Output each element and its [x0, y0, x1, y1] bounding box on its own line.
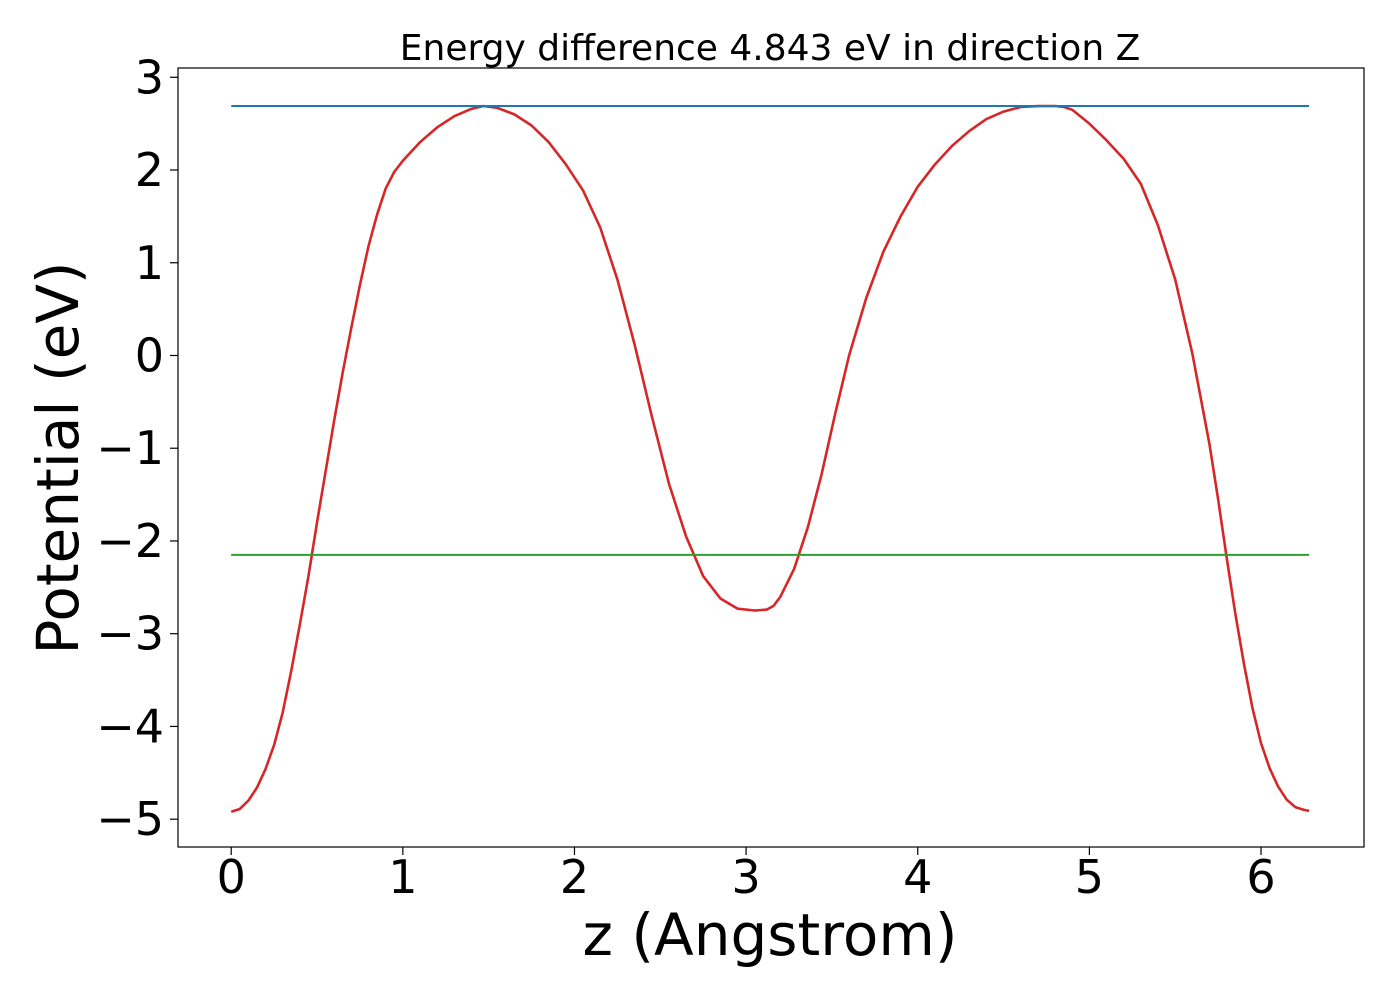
y-tick-label: −1 — [96, 421, 164, 475]
y-tick-label: 1 — [135, 236, 164, 290]
x-axis: 0 1 2 3 4 5 6 — [217, 847, 1276, 904]
y-axis-label: Potential (eV) — [24, 261, 92, 654]
x-tick-label: 2 — [560, 850, 589, 904]
chart-title: Energy difference 4.843 eV in direction … — [400, 28, 1141, 69]
x-tick-label: 6 — [1246, 850, 1275, 904]
y-axis: 3 2 1 0 −1 −2 −3 −4 −5 — [96, 50, 178, 846]
x-tick-label: 3 — [731, 850, 760, 904]
y-tick-label: −5 — [96, 792, 164, 846]
y-tick-label: 3 — [135, 50, 164, 104]
series-line-1 — [230, 104, 1310, 813]
x-tick-label: 0 — [217, 850, 246, 904]
plot-area — [230, 104, 1310, 813]
y-tick-label: −3 — [96, 607, 164, 661]
x-tick-label: 4 — [903, 850, 932, 904]
y-tick-label: 0 — [135, 328, 164, 382]
x-tick-label: 1 — [388, 850, 417, 904]
plot-frame — [177, 67, 1365, 848]
y-tick-label: −4 — [96, 699, 164, 753]
x-axis-label: z (Angstrom) — [583, 901, 958, 969]
y-tick-label: −2 — [96, 514, 164, 568]
x-tick-label: 5 — [1075, 850, 1104, 904]
y-tick-label: 2 — [135, 143, 164, 197]
